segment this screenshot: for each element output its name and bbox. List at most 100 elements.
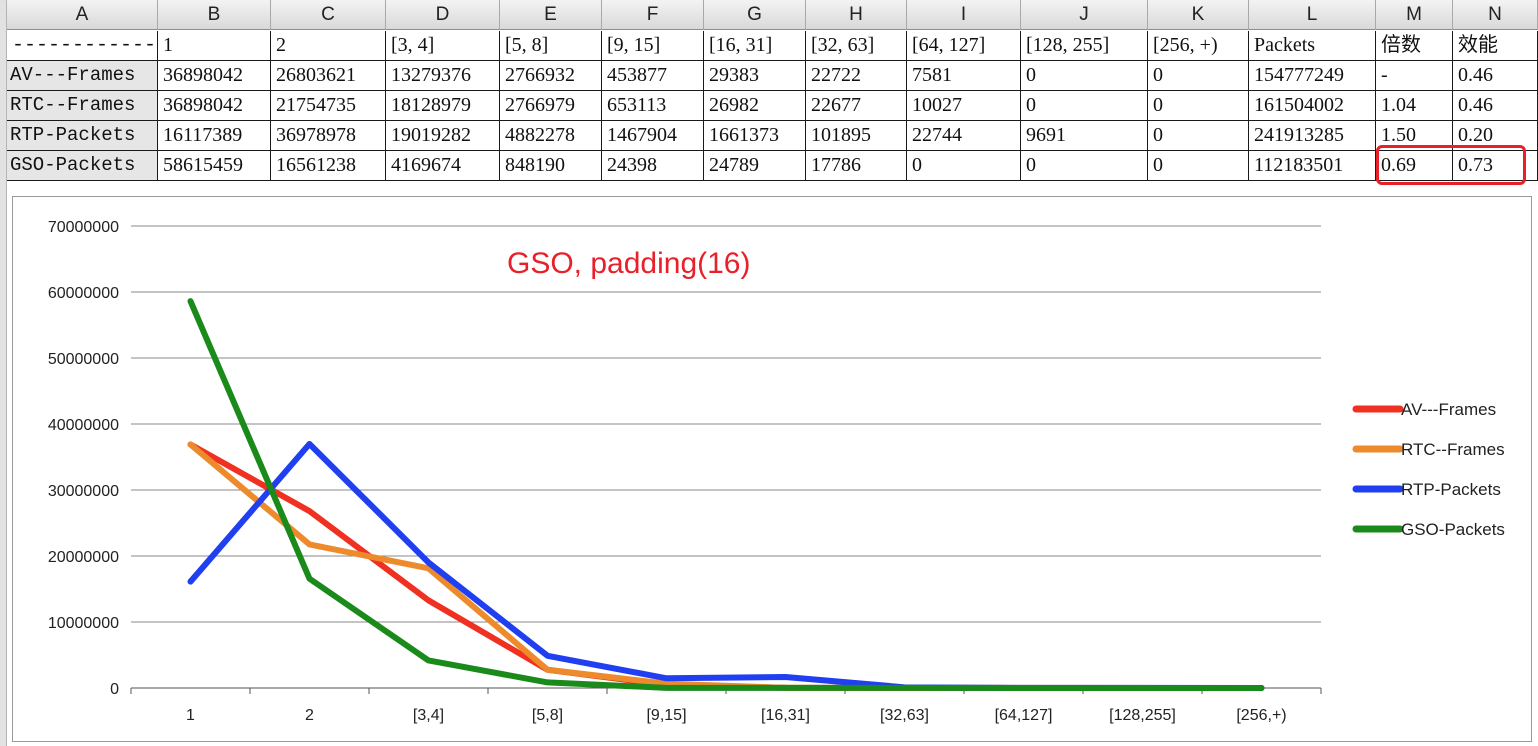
column-header-f[interactable]: F (602, 0, 704, 30)
column-header-j[interactable]: J (1021, 0, 1148, 30)
data-cell[interactable]: 653113 (602, 91, 704, 121)
data-cell[interactable]: 9691 (1021, 121, 1148, 151)
data-cell[interactable]: 19019282 (386, 121, 500, 151)
data-cell[interactable]: 22722 (806, 61, 907, 91)
column-header-b[interactable]: B (158, 0, 271, 30)
data-cell[interactable]: 0 (1148, 151, 1249, 181)
data-cell[interactable]: 24398 (602, 151, 704, 181)
column-header-k[interactable]: K (1148, 0, 1249, 30)
data-cell[interactable]: 101895 (806, 121, 907, 151)
data-cell[interactable]: 154777249 (1249, 61, 1376, 91)
header-cell[interactable]: 倍数 (1376, 31, 1453, 61)
header-cell[interactable]: [16, 31] (704, 31, 806, 61)
data-cell[interactable]: 0 (1148, 91, 1249, 121)
x-tick-label: 1 (186, 707, 195, 724)
series-line-gso-packets (187, 298, 1265, 691)
header-cell[interactable]: [32, 63] (806, 31, 907, 61)
data-cell[interactable]: 58615459 (158, 151, 271, 181)
data-cell[interactable]: 29383 (704, 61, 806, 91)
data-cell[interactable]: 22677 (806, 91, 907, 121)
data-cell[interactable]: 24789 (704, 151, 806, 181)
data-cell[interactable]: 36978978 (271, 121, 386, 151)
data-cell[interactable]: 16561238 (271, 151, 386, 181)
column-header-e[interactable]: E (500, 0, 602, 30)
x-tick-label: [5,8] (532, 707, 563, 724)
data-cell[interactable]: 18128979 (386, 91, 500, 121)
column-header-m[interactable]: M (1376, 0, 1453, 30)
data-cell[interactable]: 26803621 (271, 61, 386, 91)
data-cell[interactable]: 26982 (704, 91, 806, 121)
x-tick-label: 2 (305, 707, 314, 724)
data-cell[interactable]: 0 (907, 151, 1021, 181)
highlight-box (1376, 145, 1526, 185)
y-tick-label: 20000000 (48, 549, 119, 566)
row-label-cell[interactable]: RTC--Frames (7, 91, 158, 121)
data-cell[interactable]: 36898042 (158, 61, 271, 91)
data-cell[interactable]: 1467904 (602, 121, 704, 151)
column-header-c[interactable]: C (271, 0, 386, 30)
data-cell[interactable]: 453877 (602, 61, 704, 91)
data-cell[interactable]: 161504002 (1249, 91, 1376, 121)
data-cell[interactable]: 112183501 (1249, 151, 1376, 181)
y-tick-label: 0 (110, 681, 119, 698)
data-cell[interactable]: 0.46 (1453, 91, 1538, 121)
data-cell[interactable]: 0 (1148, 61, 1249, 91)
data-cell[interactable]: 0 (1148, 121, 1249, 151)
series-line-rtp-packets (187, 440, 1265, 691)
data-cell[interactable]: 1661373 (704, 121, 806, 151)
column-header-i[interactable]: I (907, 0, 1021, 30)
row-label-cell[interactable]: GSO-Packets (7, 151, 158, 181)
data-cell[interactable]: 16117389 (158, 121, 271, 151)
data-cell[interactable]: 2766932 (500, 61, 602, 91)
data-cell[interactable]: 0 (1021, 61, 1148, 91)
column-header-l[interactable]: L (1249, 0, 1376, 30)
data-cell[interactable]: 2766979 (500, 91, 602, 121)
column-header-n[interactable]: N (1453, 0, 1538, 30)
data-cell[interactable]: 848190 (500, 151, 602, 181)
data-cell[interactable]: - (1376, 61, 1453, 91)
header-cell[interactable]: 1 (158, 31, 271, 61)
data-cell[interactable]: 10027 (907, 91, 1021, 121)
series-line-rtc-frames (187, 441, 1265, 691)
data-cell[interactable]: 1.04 (1376, 91, 1453, 121)
data-cell[interactable]: 4882278 (500, 121, 602, 151)
column-header-d[interactable]: D (386, 0, 500, 30)
data-cell[interactable]: 36898042 (158, 91, 271, 121)
header-cell[interactable]: Packets (1249, 31, 1376, 61)
header-cell[interactable]: ------------ (7, 31, 158, 61)
data-cell[interactable]: 13279376 (386, 61, 500, 91)
data-cell[interactable]: 17786 (806, 151, 907, 181)
data-cell[interactable]: 4169674 (386, 151, 500, 181)
row-gutter (0, 0, 7, 746)
data-cell[interactable]: 0.46 (1453, 61, 1538, 91)
header-cell[interactable]: [9, 15] (602, 31, 704, 61)
x-tick-label: [9,15] (646, 707, 686, 724)
data-cell[interactable]: 0.69 (1376, 151, 1453, 181)
column-header-a[interactable]: A (7, 0, 158, 30)
header-cell[interactable]: [128, 255] (1021, 31, 1148, 61)
column-header-h[interactable]: H (806, 0, 907, 30)
data-cell[interactable]: 0 (1021, 91, 1148, 121)
data-cell[interactable]: 7581 (907, 61, 1021, 91)
y-tick-label: 60000000 (48, 285, 119, 302)
header-cell[interactable]: [64, 127] (907, 31, 1021, 61)
data-cell[interactable]: 21754735 (271, 91, 386, 121)
row-label-cell[interactable]: RTP-Packets (7, 121, 158, 151)
header-cell[interactable]: 效能 (1453, 31, 1538, 61)
data-cell[interactable]: 1.50 (1376, 121, 1453, 151)
chart-title: GSO, padding(16) (507, 247, 750, 280)
x-tick-label: [3,4] (413, 707, 444, 724)
chart-canvas: 0 10000000 20000000 30000000 40000000 5000000… (48, 219, 1505, 724)
x-tick-label: [256,+) (1236, 707, 1286, 724)
data-cell[interactable]: 0 (1021, 151, 1148, 181)
header-cell[interactable]: [3, 4] (386, 31, 500, 61)
row-label-cell[interactable]: AV---Frames (7, 61, 158, 91)
line-chart[interactable]: 0 10000000 20000000 30000000 40000000 5000000… (12, 196, 1532, 742)
header-cell[interactable]: [256, +) (1148, 31, 1249, 61)
header-cell[interactable]: [5, 8] (500, 31, 602, 61)
header-cell[interactable]: 2 (271, 31, 386, 61)
column-header-g[interactable]: G (704, 0, 806, 30)
data-cell[interactable]: 241913285 (1249, 121, 1376, 151)
data-cell[interactable]: 22744 (907, 121, 1021, 151)
